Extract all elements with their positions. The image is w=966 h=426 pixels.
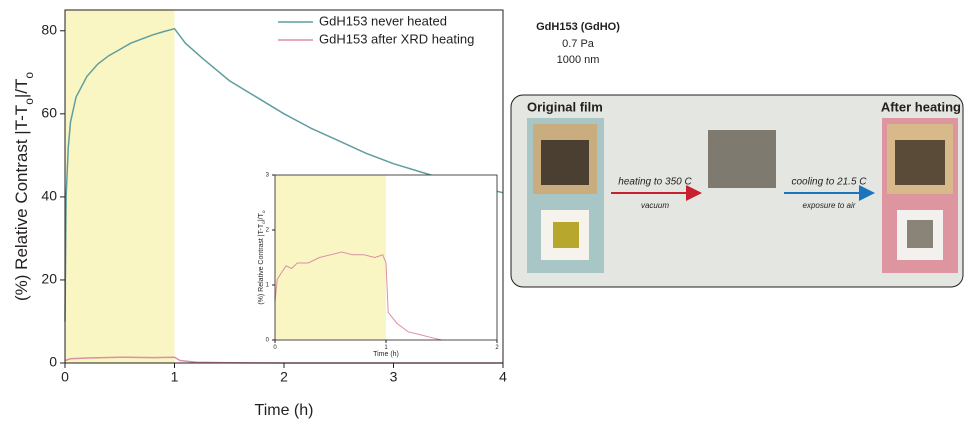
shaded-region xyxy=(65,10,175,363)
film-electrodes xyxy=(541,140,589,185)
series-line xyxy=(64,27,504,322)
film-sample xyxy=(553,222,579,248)
y-tick-label: 80 xyxy=(41,21,57,37)
y-axis-label-part: |/T xyxy=(12,79,31,99)
step-label: cooling to 21.5 C xyxy=(791,177,867,188)
x-tick-label: 1 xyxy=(171,369,179,385)
y-tick-label: 0 xyxy=(49,354,57,370)
x-tick-label: 0 xyxy=(61,369,69,385)
step-sub: exposure to air xyxy=(803,201,856,210)
film-electrodes xyxy=(895,140,945,185)
y-tick-label: 3 xyxy=(266,173,270,179)
y-tick-label: 2 xyxy=(266,228,270,234)
x-axis-label: Time (h) xyxy=(373,351,399,358)
series-line xyxy=(274,251,442,341)
step-sub: vacuum xyxy=(641,201,669,210)
x-tick-label: 3 xyxy=(390,369,398,385)
y-axis-label-part: |/T xyxy=(258,212,265,221)
y-axis-label: (%) Relative Contrast |T-To|/To xyxy=(12,72,36,301)
film-photo xyxy=(708,130,776,188)
x-tick-label: 1 xyxy=(384,345,388,351)
sample-name: GdH153 (GdHO) xyxy=(536,21,620,33)
right-label: After heating xyxy=(881,99,961,114)
y-tick-label: 0 xyxy=(266,338,270,344)
shaded-region xyxy=(275,175,386,340)
sample-pressure: 0.7 Pa xyxy=(562,38,595,50)
x-tick-label: 4 xyxy=(499,369,507,385)
y-axis-label-part: o xyxy=(22,72,36,79)
y-axis-label-part: (%) Relative Contrast |T-T xyxy=(12,105,31,301)
left-label: Original film xyxy=(527,99,603,114)
step-label: heating to 350 C xyxy=(618,177,692,188)
x-tick-label: 2 xyxy=(495,345,499,351)
y-tick-label: 40 xyxy=(41,188,57,204)
y-tick-label: 1 xyxy=(266,283,270,289)
y-axis-label: (%) Relative Contrast |T-To|/To xyxy=(258,210,267,305)
y-tick-label: 20 xyxy=(41,271,57,287)
y-axis-label-part: o xyxy=(22,98,36,105)
y-axis-label-part: o xyxy=(262,210,267,213)
y-axis-label-part: o xyxy=(262,221,267,224)
y-axis-label-part: (%) Relative Contrast |T-T xyxy=(258,223,265,305)
x-tick-label: 0 xyxy=(273,345,277,351)
legend-label: GdH153 never heated xyxy=(319,13,447,28)
legend-label: GdH153 after XRD heating xyxy=(319,31,474,46)
diagram-box xyxy=(510,94,964,288)
y-tick-label: 60 xyxy=(41,105,57,121)
x-tick-label: 2 xyxy=(280,369,288,385)
x-axis-label: Time (h) xyxy=(255,402,314,419)
sample-thickness: 1000 nm xyxy=(557,54,600,66)
film-sample xyxy=(907,220,933,248)
